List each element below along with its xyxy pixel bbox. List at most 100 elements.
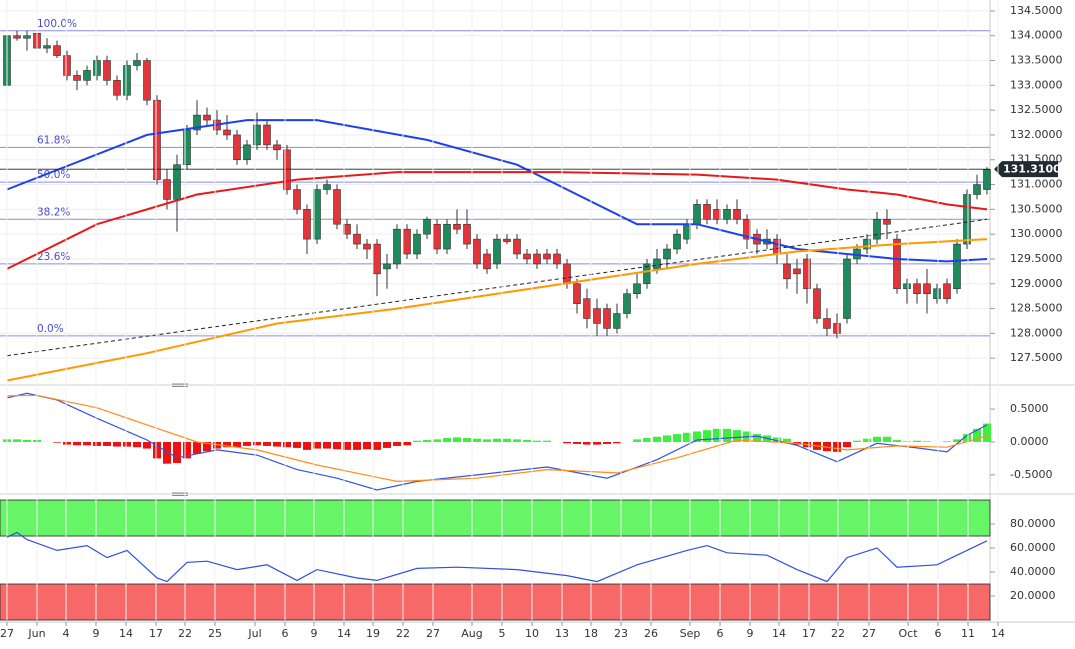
histogram-bar [433, 439, 441, 442]
histogram-bar [733, 430, 741, 442]
histogram-bar [893, 440, 901, 442]
y-tick-label: 130.5000 [1010, 202, 1063, 215]
candle-body [43, 45, 51, 49]
candle-body [593, 308, 601, 324]
candle-body [423, 218, 431, 235]
x-tick-label: 22 [831, 627, 845, 640]
histogram-bar [473, 438, 481, 442]
candle-body [963, 194, 971, 245]
x-tick-label: 22 [396, 627, 410, 640]
histogram-bar [923, 441, 931, 442]
histogram-bar [143, 441, 151, 449]
candle-body [103, 60, 111, 81]
histogram-bar [833, 441, 841, 452]
histogram-bar [403, 441, 411, 446]
histogram-bar [683, 432, 691, 442]
line-series [6, 394, 988, 483]
candle-body [733, 209, 741, 220]
histogram-bar [363, 441, 371, 450]
candle-body [93, 60, 101, 76]
y-tick-label: 128.5000 [1010, 302, 1063, 315]
candle-body [153, 99, 161, 180]
histogram-bar [223, 441, 231, 448]
histogram-bar [983, 423, 991, 442]
histogram-bar [563, 441, 571, 444]
x-tick-label: 6 [282, 627, 289, 640]
x-tick-label: 14 [991, 627, 1005, 640]
candle-body [63, 55, 71, 76]
x-tick-label: 9 [747, 627, 754, 640]
candle-body [23, 35, 31, 39]
histogram-bar [513, 439, 521, 442]
fib-label: 0.0% [37, 323, 64, 335]
candle-body [353, 233, 361, 245]
x-tick-label: Jul [247, 627, 261, 640]
x-tick-label: 27 [426, 627, 440, 640]
x-tick-label: 9 [93, 627, 100, 640]
histogram-bar [413, 440, 421, 442]
histogram-bar [693, 431, 701, 442]
candle-body [203, 114, 211, 121]
histogram-bar [103, 441, 111, 446]
line-series [6, 171, 988, 270]
zone [0, 499, 991, 537]
histogram-bar [323, 441, 331, 449]
candle-body [673, 233, 681, 250]
histogram-bar [353, 441, 361, 450]
fib-label: 23.6% [37, 251, 70, 263]
histogram-bar [753, 434, 761, 442]
y-tick-label: 131.0000 [1010, 178, 1063, 191]
x-tick-label: 6 [717, 627, 724, 640]
histogram-bar [533, 440, 541, 442]
histogram-bar [443, 438, 451, 442]
x-tick-label: 26 [644, 627, 658, 640]
x-tick-label: 14 [337, 627, 351, 640]
candle-body [803, 258, 811, 290]
y-tick-label: 40.0000 [1010, 565, 1056, 578]
last-price-label: 131.3100 [1003, 163, 1061, 176]
x-tick-label: 17 [802, 627, 816, 640]
y-tick-label: -0.5000 [1010, 468, 1052, 481]
candle-body [713, 209, 721, 220]
x-tick-label: Aug [461, 627, 482, 640]
histogram-bar [493, 438, 501, 442]
histogram-bar [583, 441, 591, 445]
candle-body [363, 243, 371, 250]
fib-label: 50.0% [37, 169, 70, 181]
candle-body [473, 238, 481, 265]
x-tick-label: Sep [680, 627, 701, 640]
candle-body [813, 288, 821, 319]
histogram-bar [863, 438, 871, 442]
candle-body [913, 283, 921, 294]
candle-body [883, 218, 891, 225]
candle-body [503, 238, 511, 242]
candle-body [283, 149, 291, 190]
histogram-bar [453, 437, 461, 442]
x-tick-label: 25 [208, 627, 222, 640]
y-tick-label: 134.0000 [1010, 29, 1063, 42]
candle-body [293, 189, 301, 210]
candle-body [233, 134, 241, 161]
candle-body [553, 253, 561, 265]
x-tick-label: 18 [584, 627, 598, 640]
candle-body [123, 65, 131, 96]
candle-body [303, 209, 311, 240]
histogram-bar [253, 441, 261, 446]
x-tick-label: 22 [178, 627, 192, 640]
histogram-bar [83, 441, 91, 446]
y-tick-label: 133.0000 [1010, 78, 1063, 91]
histogram-bar [343, 441, 351, 450]
candle-body [843, 258, 851, 319]
candle-body [313, 189, 321, 240]
candle-body [723, 209, 731, 220]
fib-label: 100.0% [37, 18, 77, 30]
histogram-bar [203, 441, 211, 452]
y-tick-label: 132.0000 [1010, 128, 1063, 141]
line-series [6, 218, 988, 357]
candle-body [83, 70, 91, 81]
x-tick-label: 27 [862, 627, 876, 640]
candle-body [523, 253, 531, 260]
histogram-bar [383, 441, 391, 448]
candle-body [933, 288, 941, 299]
candle-body [783, 263, 791, 280]
